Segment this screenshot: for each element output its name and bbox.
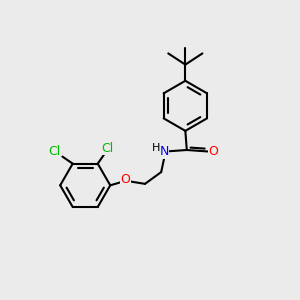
Text: N: N: [159, 145, 169, 158]
Text: H: H: [152, 142, 160, 153]
Text: Cl: Cl: [48, 146, 60, 158]
Text: O: O: [120, 173, 130, 186]
Text: O: O: [208, 145, 218, 158]
Text: Cl: Cl: [101, 142, 114, 154]
